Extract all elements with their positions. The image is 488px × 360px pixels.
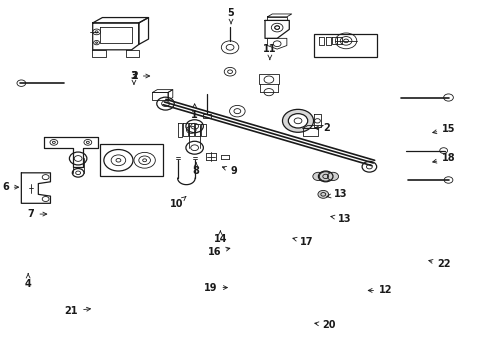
Text: 16: 16 bbox=[207, 247, 229, 257]
Text: 13: 13 bbox=[330, 214, 350, 224]
Text: 14: 14 bbox=[213, 231, 226, 244]
Text: 3: 3 bbox=[130, 71, 137, 84]
Text: 22: 22 bbox=[428, 259, 450, 269]
Text: 13: 13 bbox=[326, 189, 347, 199]
Text: 11: 11 bbox=[263, 44, 276, 60]
Text: 6: 6 bbox=[2, 182, 19, 192]
Text: 2: 2 bbox=[314, 123, 329, 133]
Bar bbox=[259, 74, 278, 84]
Text: 9: 9 bbox=[222, 166, 236, 176]
Text: 18: 18 bbox=[432, 153, 455, 163]
Text: 10: 10 bbox=[169, 197, 185, 210]
Text: 21: 21 bbox=[64, 306, 90, 316]
Text: 15: 15 bbox=[432, 124, 455, 134]
Circle shape bbox=[319, 172, 331, 181]
Text: 7: 7 bbox=[28, 209, 47, 219]
Text: 19: 19 bbox=[203, 283, 227, 293]
Bar bbox=[313, 34, 376, 57]
Text: 12: 12 bbox=[367, 285, 392, 296]
Bar bbox=[100, 144, 163, 176]
Text: 1: 1 bbox=[191, 104, 198, 121]
Text: 4: 4 bbox=[25, 274, 31, 289]
Circle shape bbox=[282, 109, 313, 132]
Bar bbox=[203, 114, 210, 118]
Text: 2: 2 bbox=[131, 71, 149, 81]
Circle shape bbox=[288, 114, 307, 128]
Circle shape bbox=[317, 190, 328, 198]
Text: 17: 17 bbox=[292, 237, 313, 247]
Circle shape bbox=[327, 172, 338, 180]
Text: 5: 5 bbox=[227, 8, 234, 24]
Text: 8: 8 bbox=[192, 163, 199, 176]
Text: 20: 20 bbox=[314, 320, 335, 330]
Circle shape bbox=[312, 172, 324, 180]
